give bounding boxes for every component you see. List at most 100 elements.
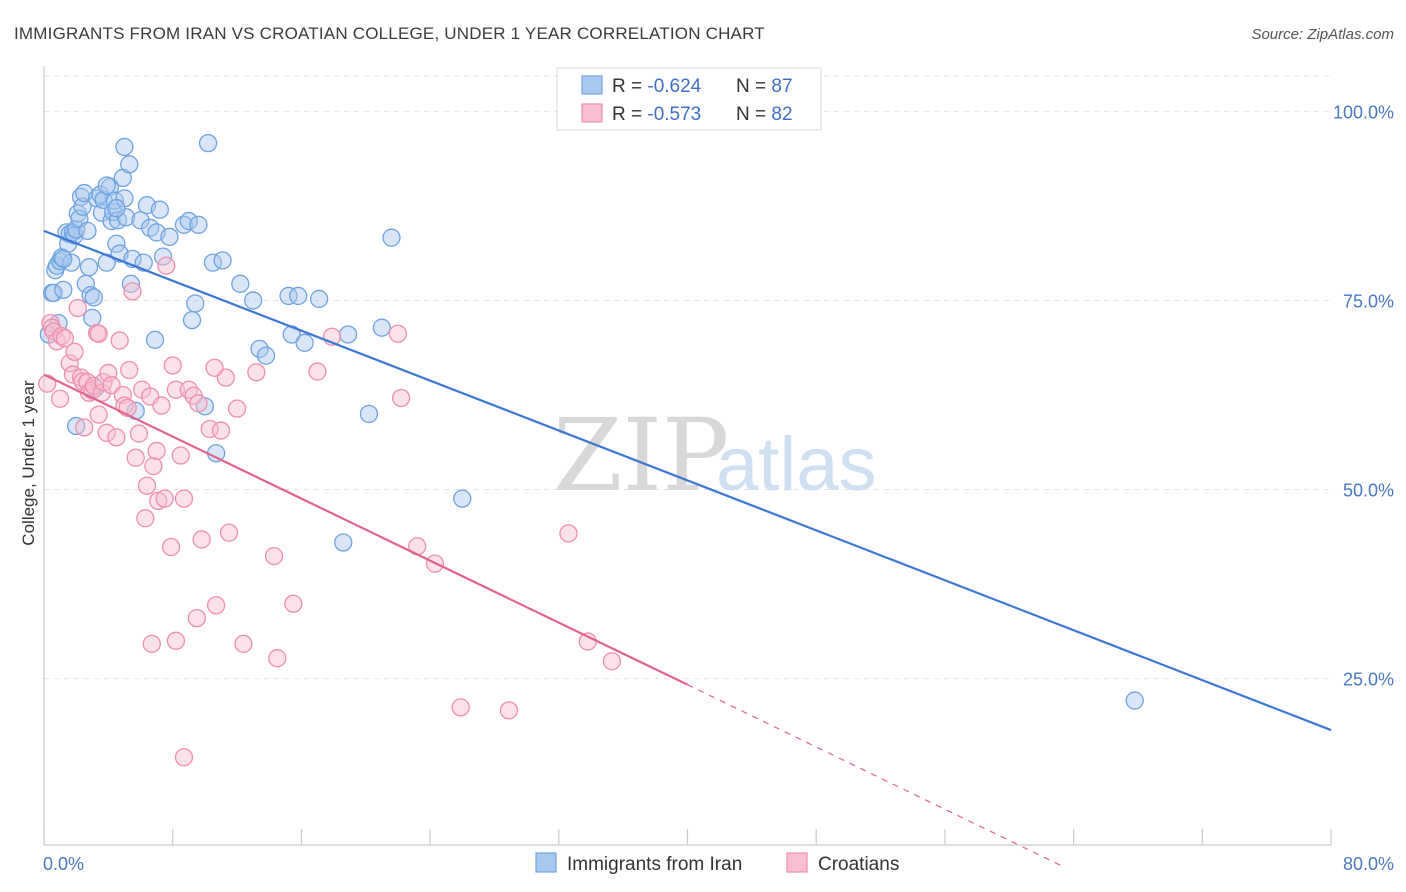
y-tick-label-3: 25.0% xyxy=(1343,670,1394,690)
legend-n-label-text-iran: N = xyxy=(736,76,771,97)
point-croatians-33 xyxy=(126,448,145,467)
point-iran-41 xyxy=(120,155,139,174)
point-croatians-36 xyxy=(136,509,155,528)
point-croatians-42 xyxy=(155,489,174,508)
point-iran-70 xyxy=(289,286,308,306)
trend-line-extension-croatians xyxy=(687,684,1066,869)
point-croatians-55 xyxy=(211,421,231,440)
point-croatians-69 xyxy=(451,698,470,717)
point-croatians-0 xyxy=(38,374,57,393)
point-croatians-76 xyxy=(174,748,194,767)
y-tick-label-1: 75.0% xyxy=(1343,291,1394,311)
point-croatians-26 xyxy=(107,428,126,447)
legend-n-label-iran: N = 87 xyxy=(736,76,793,97)
point-croatians-10 xyxy=(65,342,84,362)
point-croatians-58 xyxy=(234,634,253,653)
chart-title: IMMIGRANTS FROM IRAN VS CROATIAN COLLEGE… xyxy=(14,24,765,43)
y-axis-label: College, Under 1 year xyxy=(19,380,38,546)
point-croatians-6 xyxy=(52,326,71,346)
point-croatians-77 xyxy=(187,608,206,628)
bottom-legend-label-iran: Immigrants from Iran xyxy=(567,854,742,875)
point-croatians-23 xyxy=(97,423,116,442)
point-croatians-59 xyxy=(247,363,266,382)
point-iran-71 xyxy=(295,333,314,352)
point-croatians-51 xyxy=(189,394,208,413)
point-croatians-70 xyxy=(499,701,519,720)
legend-n-value-croatians: 82 xyxy=(771,104,792,125)
point-iran-23 xyxy=(81,286,100,305)
point-iran-58 xyxy=(189,215,208,234)
point-croatians-45 xyxy=(163,356,182,375)
point-croatians-32 xyxy=(123,282,142,301)
point-croatians-20 xyxy=(89,405,108,424)
legend-r-value-iran: -0.624 xyxy=(647,76,701,97)
point-iran-79 xyxy=(1125,691,1144,710)
point-croatians-27 xyxy=(110,331,129,350)
point-iran-68 xyxy=(279,286,298,306)
point-iran-75 xyxy=(359,404,379,424)
y-tick-labels: 100.0% 75.0% 50.0% 25.0% xyxy=(1333,102,1394,689)
point-iran-66 xyxy=(250,339,269,359)
point-iran-24 xyxy=(83,308,102,328)
trend-line-iran xyxy=(43,229,1332,732)
point-croatians-7 xyxy=(55,329,75,348)
legend-swatch-croatians xyxy=(581,103,603,123)
point-iran-63 xyxy=(213,251,232,270)
point-iran-51 xyxy=(150,200,169,219)
point-iran-78 xyxy=(453,489,472,508)
point-iran-64 xyxy=(231,274,250,293)
legend-box: R = -0.624 N = 87 R = -0.573 N = 82 xyxy=(556,67,822,131)
point-croatians-65 xyxy=(388,324,408,343)
point-iran-42 xyxy=(121,274,141,293)
chart-source: Source: ZipAtlas.com xyxy=(1251,26,1394,43)
point-croatians-43 xyxy=(157,256,176,275)
point-croatians-80 xyxy=(219,523,239,542)
trend-lines xyxy=(43,229,1332,869)
point-croatians-5 xyxy=(50,389,70,408)
legend-swatch-iran xyxy=(581,75,603,95)
point-iran-56 xyxy=(182,310,202,330)
bottom-legend-swatch-iran xyxy=(535,852,557,873)
point-iran-25 xyxy=(84,288,104,307)
point-iran-53 xyxy=(160,227,179,247)
point-iran-83 xyxy=(54,249,73,269)
trend-line-croatians xyxy=(43,373,688,686)
point-croatians-74 xyxy=(166,631,186,650)
bottom-legend-label-croatians: Croatians xyxy=(818,854,899,875)
legend-r-label-croatians: R = -0.573 xyxy=(612,104,701,125)
point-iran-45 xyxy=(131,211,150,230)
point-croatians-48 xyxy=(174,489,194,508)
point-iran-60 xyxy=(198,133,218,153)
point-iran-73 xyxy=(334,533,353,552)
point-iran-55 xyxy=(179,211,198,231)
point-croatians-73 xyxy=(602,652,622,671)
watermark-atlas: atlas xyxy=(716,422,877,507)
point-croatians-79 xyxy=(147,441,166,461)
point-croatians-78 xyxy=(205,358,224,377)
point-croatians-37 xyxy=(137,476,157,495)
bottom-legend: Immigrants from Iran Croatians xyxy=(535,852,899,875)
point-iran-74 xyxy=(338,325,358,344)
point-croatians-52 xyxy=(192,530,211,549)
point-croatians-62 xyxy=(284,594,303,613)
point-croatians-41 xyxy=(152,396,171,415)
point-croatians-44 xyxy=(161,537,181,557)
y-tick-label-2: 50.0% xyxy=(1343,481,1394,501)
point-iran-19 xyxy=(73,197,92,216)
legend-r-label-text-iran: R = xyxy=(612,76,647,97)
point-iran-76 xyxy=(372,318,391,337)
point-croatians-34 xyxy=(129,424,149,443)
point-croatians-81 xyxy=(89,324,108,343)
point-croatians-63 xyxy=(308,362,327,381)
legend-r-label-iran: R = -0.624 xyxy=(612,76,702,97)
point-iran-77 xyxy=(382,228,401,247)
point-croatians-57 xyxy=(227,399,247,418)
point-croatians-39 xyxy=(144,456,163,476)
point-croatians-8 xyxy=(60,354,79,373)
point-croatians-31 xyxy=(120,360,139,380)
point-iran-49 xyxy=(145,330,165,349)
point-iran-86 xyxy=(97,176,116,195)
legend-r-label-text-croatians: R = xyxy=(612,104,647,125)
point-iran-72 xyxy=(309,289,329,309)
